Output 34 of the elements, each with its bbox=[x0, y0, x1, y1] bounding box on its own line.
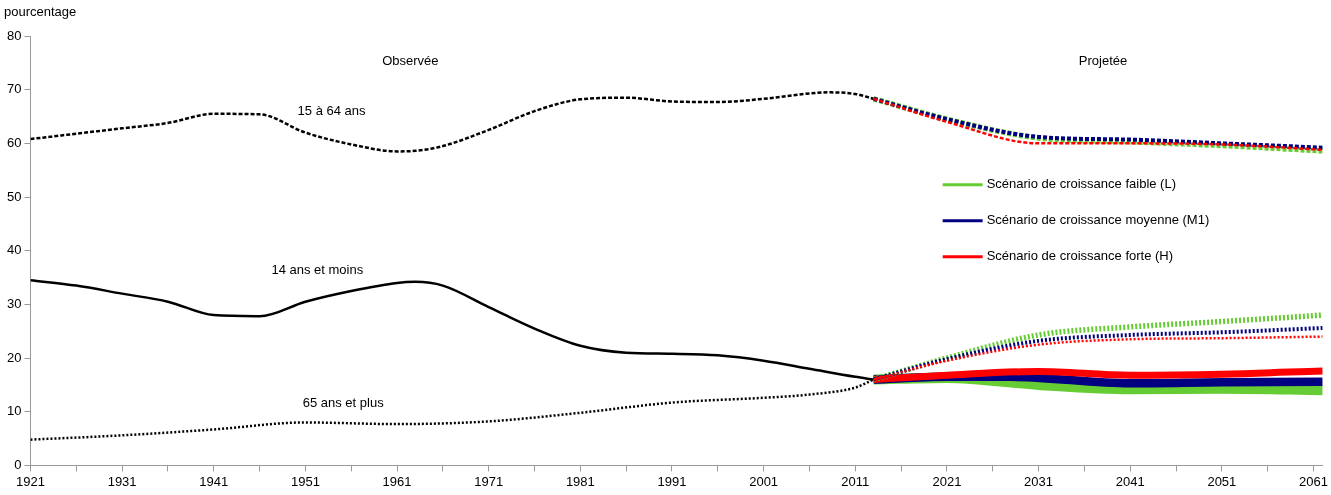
y-tick-label: 10 bbox=[6, 403, 22, 419]
y-tick-label: 70 bbox=[6, 81, 22, 97]
y-axis-title: pourcentage bbox=[4, 4, 77, 20]
x-tick-label: 1951 bbox=[290, 473, 320, 489]
x-tick-label: 1961 bbox=[382, 473, 412, 489]
x-tick-label: 2031 bbox=[1024, 473, 1054, 489]
legend-label: Scénario de croissance faible (L) bbox=[986, 176, 1176, 192]
legend-label: Scénario de croissance moyenne (M1) bbox=[986, 212, 1210, 228]
annotation: 15 à 64 ans bbox=[297, 102, 367, 118]
annotation: 65 ans et plus bbox=[302, 394, 385, 410]
y-tick-label: 40 bbox=[6, 242, 22, 258]
x-tick-label: 1941 bbox=[199, 473, 229, 489]
x-tick-label: 2001 bbox=[749, 473, 779, 489]
annotation: Observée bbox=[382, 52, 439, 68]
y-tick-label: 20 bbox=[6, 349, 22, 365]
x-tick-label: 2051 bbox=[1207, 473, 1237, 489]
x-tick-label: 2041 bbox=[1115, 473, 1145, 489]
y-tick-label: 0 bbox=[14, 456, 22, 472]
y-tick-label: 50 bbox=[6, 188, 22, 204]
x-tick-label: 1981 bbox=[565, 473, 595, 489]
line-series bbox=[30, 91, 875, 153]
annotation: 14 ans et moins bbox=[271, 261, 364, 277]
x-tick-label: 2061 bbox=[1299, 473, 1328, 489]
x-tick-label: 1931 bbox=[107, 473, 137, 489]
y-tick-label: 80 bbox=[6, 27, 22, 43]
x-tick-label: 1971 bbox=[474, 473, 504, 489]
x-tick-label: 2021 bbox=[932, 473, 962, 489]
x-tick-label: 2011 bbox=[841, 473, 870, 489]
x-tick-label: 1991 bbox=[657, 473, 687, 489]
y-tick-label: 60 bbox=[6, 134, 22, 150]
y-tick-label: 30 bbox=[6, 295, 22, 311]
annotation: Projetée bbox=[1078, 52, 1128, 68]
x-tick-label: 1921 bbox=[16, 473, 45, 489]
legend-label: Scénario de croissance forte (H) bbox=[986, 248, 1174, 264]
